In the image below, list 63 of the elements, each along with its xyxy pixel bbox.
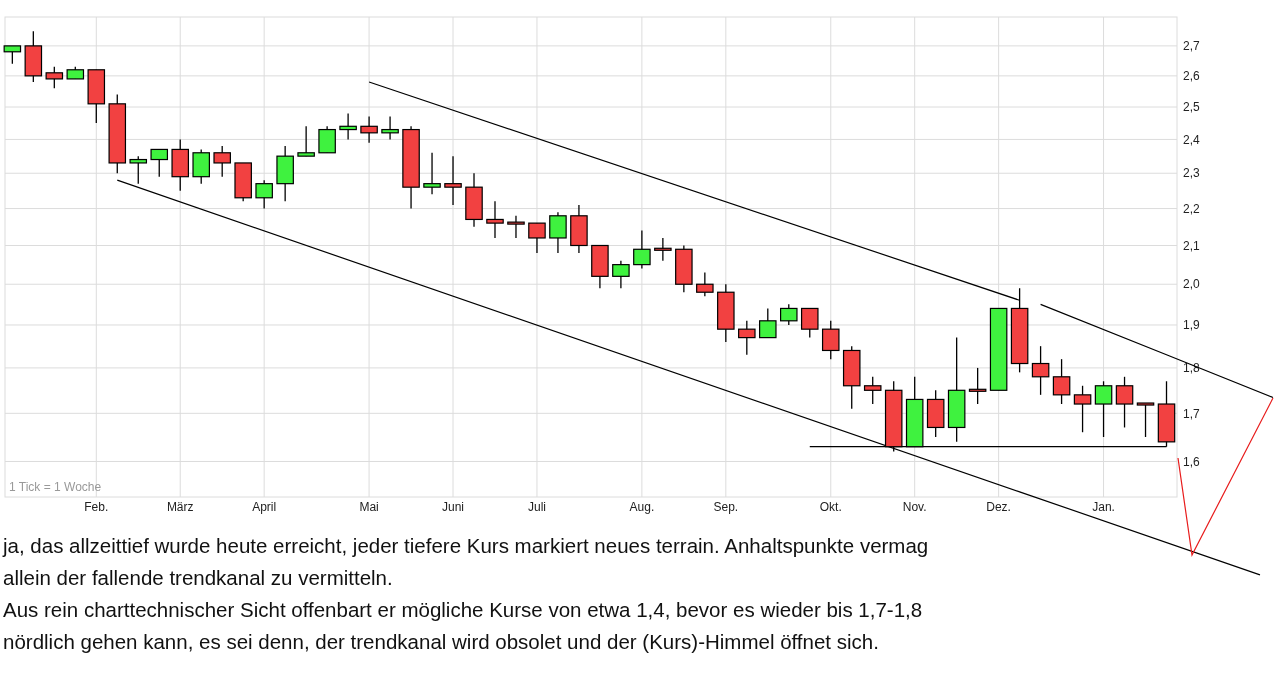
x-tick-label: Sep. <box>713 500 739 514</box>
y-tick-label: 2,4 <box>1183 132 1201 147</box>
y-tick-label: 1,6 <box>1183 454 1201 469</box>
candlestick <box>150 148 169 178</box>
candlestick <box>255 179 273 210</box>
x-tick-label: Jan. <box>1092 500 1115 514</box>
candlestick <box>612 260 630 289</box>
candlestick <box>507 215 525 239</box>
y-tick-label: 2,6 <box>1183 69 1201 84</box>
candlestick <box>360 115 378 144</box>
candlestick <box>192 148 210 185</box>
candlestick <box>423 152 441 195</box>
x-tick-label: März <box>166 500 194 514</box>
candlestick <box>129 155 148 185</box>
candlestick <box>738 320 756 356</box>
candlestick <box>800 307 819 339</box>
x-tick-label: Okt. <box>819 500 842 514</box>
x-tick-label: Juli <box>527 500 546 514</box>
x-tick-label: April <box>252 500 277 514</box>
y-tick-label: 2,0 <box>1183 277 1201 292</box>
candlestick <box>1136 402 1155 438</box>
x-tick-label: Juni <box>442 500 465 514</box>
y-tick-label: 2,1 <box>1183 238 1201 253</box>
y-tick-label: 1,8 <box>1183 361 1201 376</box>
text: allein der fallende trendkanal zu vermitteln. <box>3 566 393 589</box>
candlestick <box>696 271 714 297</box>
y-tick-label: 2,7 <box>1183 39 1201 54</box>
candlestick <box>1052 358 1071 405</box>
x-tick-label: Nov. <box>902 500 927 514</box>
candlestick <box>528 222 546 254</box>
candlestick <box>444 155 462 206</box>
candlestick <box>381 115 399 141</box>
candlestick <box>821 320 840 360</box>
x-tick-label: Feb. <box>84 500 109 514</box>
candlestick <box>318 125 336 154</box>
x-tick-label: Dez. <box>986 500 1011 514</box>
text: Aus rein charttechnischer Sicht offenbart er mögliche Kurse von etwa 1,4, bevor es wieder bis 1,7-1,8 <box>3 598 923 621</box>
y-tick-label: 2,5 <box>1183 100 1201 115</box>
candlestick <box>654 237 672 262</box>
candlestick <box>45 66 64 89</box>
y-tick-label: 2,3 <box>1183 166 1201 181</box>
annotation: 1 Tick = 1 Woche <box>9 480 102 494</box>
candlestick <box>549 211 567 254</box>
x-tick-label: Mai <box>359 500 379 514</box>
y-tick-label: 1,7 <box>1183 406 1201 421</box>
candlestick <box>1031 345 1050 396</box>
candlestick <box>968 367 987 405</box>
candlestick <box>213 145 231 178</box>
candlestick <box>1094 380 1113 438</box>
x-tick-label: Aug. <box>629 500 655 514</box>
text: nördlich gehen kann, es sei denn, der trendkanal wird obsolet und der (Kurs)-Himmel öffnet sich. <box>3 630 879 653</box>
candlestick <box>633 229 651 270</box>
y-tick-label: 1,9 <box>1183 318 1201 333</box>
text: ja, das allzeittief wurde heute erreicht, jeder tiefere Kurs markiert neues terrain. Anhaltspunkte vermag <box>2 534 929 557</box>
candlestick <box>297 125 315 157</box>
candlestick <box>486 200 504 239</box>
candlestick <box>339 112 357 141</box>
candlestick <box>863 376 882 405</box>
candlestick <box>780 303 798 326</box>
candlestick <box>759 307 777 339</box>
y-tick-label: 2,2 <box>1183 201 1201 216</box>
candlestick <box>1115 376 1134 429</box>
candlestick <box>1073 385 1092 433</box>
